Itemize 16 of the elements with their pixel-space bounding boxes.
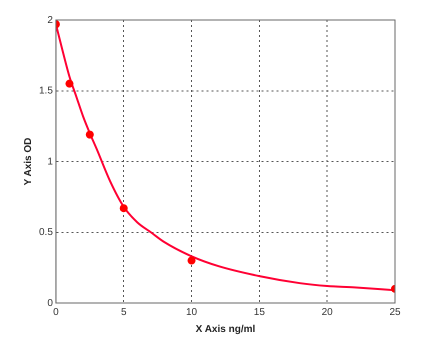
point — [86, 130, 94, 139]
x-axis-title: X Axis ng/ml — [196, 324, 256, 335]
y-tick-label: 2 — [47, 14, 54, 26]
point — [188, 256, 196, 265]
y-tick-label: 1.5 — [38, 86, 54, 96]
x-tick-label: 20 — [322, 306, 334, 318]
y-axis-title: Y Axis OD — [22, 138, 34, 186]
point — [65, 80, 74, 88]
y-tick-label: 0 — [47, 298, 54, 309]
point — [120, 204, 128, 212]
x-tick-label: 25 — [389, 306, 401, 318]
x-tick-label: 5 — [120, 306, 127, 318]
y-tick-label: 1 — [47, 156, 54, 168]
x-tick-label: 15 — [254, 306, 266, 318]
y-tick-label: 0.5 — [38, 227, 54, 238]
x-tick-label: 10 — [186, 306, 198, 318]
